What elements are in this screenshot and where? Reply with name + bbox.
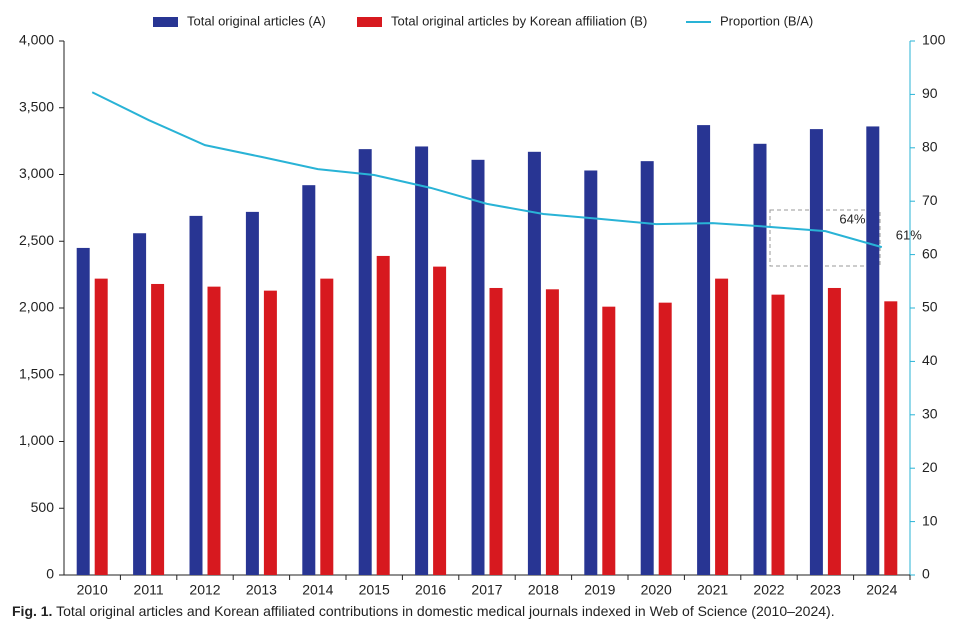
bar xyxy=(471,159,485,575)
x-tick-label: 2015 xyxy=(359,582,390,598)
y-tick-label: 4,000 xyxy=(19,32,54,48)
bar xyxy=(884,301,898,575)
bar xyxy=(827,287,841,575)
bar xyxy=(489,287,503,575)
x-tick-label: 2021 xyxy=(697,582,728,598)
y2-tick-label: 80 xyxy=(922,139,938,155)
legend-label: Total original articles by Korean affili… xyxy=(391,13,647,28)
x-tick-label: 2018 xyxy=(528,582,559,598)
x-tick-label: 2020 xyxy=(641,582,672,598)
bar xyxy=(94,278,108,575)
value-label: 64% xyxy=(839,212,865,227)
caption-text: Total original articles and Korean affil… xyxy=(56,603,835,619)
y2-tick-label: 100 xyxy=(922,32,946,48)
bar xyxy=(697,125,711,575)
y-tick-label: 2,500 xyxy=(19,232,54,248)
bar xyxy=(415,146,429,575)
y-tick-label: 3,500 xyxy=(19,98,54,114)
y2-tick-label: 70 xyxy=(922,192,938,208)
bar xyxy=(302,185,316,575)
x-tick-label: 2022 xyxy=(753,582,784,598)
y-tick-label: 500 xyxy=(31,499,55,515)
bar xyxy=(584,170,598,575)
bar xyxy=(376,255,390,575)
legend-swatch xyxy=(153,17,178,27)
caption: Fig. 1. Total original articles and Kore… xyxy=(12,603,835,619)
y-tick-label: 2,000 xyxy=(19,299,54,315)
y2-tick-label: 0 xyxy=(922,566,930,582)
bar xyxy=(433,266,447,575)
value-label: 61% xyxy=(896,228,922,243)
x-tick-label: 2010 xyxy=(77,582,108,598)
bar xyxy=(263,290,277,575)
x-tick-label: 2023 xyxy=(810,582,841,598)
bar xyxy=(320,278,334,575)
x-tick-label: 2014 xyxy=(302,582,333,598)
bar xyxy=(358,149,372,575)
y-tick-label: 1,000 xyxy=(19,432,54,448)
x-tick-label: 2012 xyxy=(189,582,220,598)
bar xyxy=(866,126,880,575)
bar xyxy=(545,289,559,575)
highlight-box xyxy=(769,209,881,267)
x-tick-label: 2024 xyxy=(866,582,897,598)
bar xyxy=(771,294,785,575)
x-tick-label: 2013 xyxy=(246,582,277,598)
y-tick-label: 1,500 xyxy=(19,365,54,381)
y2-tick-label: 30 xyxy=(922,406,938,422)
y2-tick-label: 50 xyxy=(922,299,938,315)
legend-label: Proportion (B/A) xyxy=(720,13,813,28)
legend-label: Total original articles (A) xyxy=(187,13,326,28)
bar xyxy=(809,129,823,576)
y-tick-label: 3,000 xyxy=(19,165,54,181)
x-tick-label: 2019 xyxy=(584,582,615,598)
y-tick-label: 0 xyxy=(46,566,54,582)
x-tick-label: 2017 xyxy=(471,582,502,598)
x-tick-label: 2011 xyxy=(134,582,164,598)
bar xyxy=(76,247,90,576)
y2-tick-label: 60 xyxy=(922,245,938,261)
bar xyxy=(753,143,767,576)
bar xyxy=(151,283,165,575)
y2-tick-label: 40 xyxy=(922,352,938,368)
bar xyxy=(602,306,616,575)
bar xyxy=(527,151,541,575)
y2-tick-label: 10 xyxy=(922,512,938,528)
bar xyxy=(245,211,259,575)
y2-tick-label: 20 xyxy=(922,459,938,475)
bar xyxy=(658,302,672,575)
bar xyxy=(189,215,203,575)
x-tick-label: 2016 xyxy=(415,582,446,598)
line xyxy=(91,91,883,249)
bar xyxy=(207,286,221,575)
bar xyxy=(715,278,729,575)
y2-tick-label: 90 xyxy=(922,85,938,101)
caption-label: Fig. 1. xyxy=(12,603,52,619)
legend-swatch xyxy=(357,17,382,27)
bar xyxy=(133,233,147,576)
bar xyxy=(640,161,654,575)
